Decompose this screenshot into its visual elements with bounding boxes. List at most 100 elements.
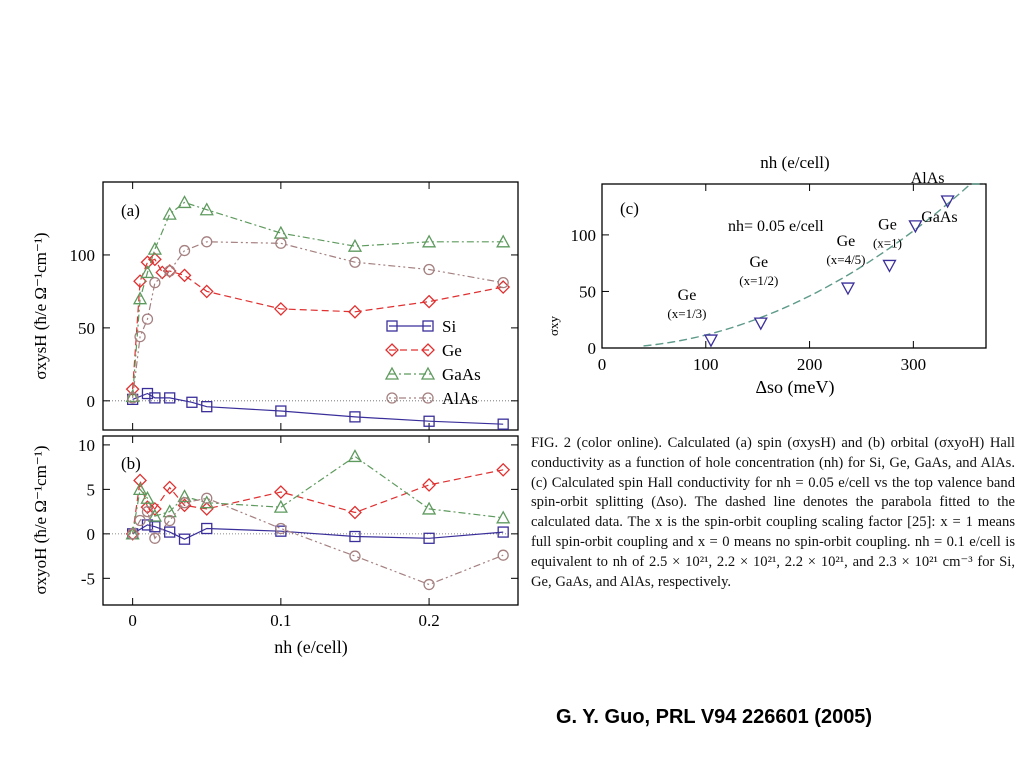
data-point-ge	[348, 304, 362, 319]
series-line-ge	[132, 258, 504, 390]
fitted-parabola	[643, 183, 984, 347]
data-point-ge	[273, 485, 288, 499]
data-point-si	[275, 525, 287, 537]
data-point-si	[349, 411, 361, 423]
legend-label-si: Si	[442, 317, 456, 336]
data-point-alas	[275, 237, 287, 249]
data-point-alas	[423, 263, 435, 276]
data-point-gaas	[177, 489, 192, 503]
panel-c-top-xlabel: nh (e/cell)	[760, 153, 829, 172]
data-point-ge	[147, 252, 162, 267]
data-point-gaas	[199, 202, 214, 216]
panel-a-label: (a)	[121, 201, 140, 220]
series-line-alas	[132, 241, 504, 398]
data-point-alas	[149, 532, 161, 544]
data-point-gaas	[140, 490, 155, 504]
series-line-si	[132, 524, 504, 540]
data-point-alas	[141, 313, 154, 325]
panel-a-legend: Si Ge GaAs AlAs	[384, 317, 481, 408]
data-point-alas	[141, 505, 154, 518]
data-point-alas	[178, 244, 191, 257]
data-point-alas	[134, 514, 146, 527]
series-line-gaas	[132, 455, 504, 534]
y-tick-label: 0	[588, 339, 597, 358]
point-sublabel: (x=1/2)	[739, 273, 778, 288]
point-label: Ge	[837, 233, 856, 250]
data-point-gaas	[132, 291, 148, 305]
data-point-si	[201, 522, 213, 535]
panel-c-ylabel-partial: σxy	[546, 316, 561, 337]
legend-label-gaas: GaAs	[442, 365, 481, 384]
data-point-gaas	[273, 225, 288, 239]
series-line-si	[132, 392, 504, 425]
y-tick-label: 100	[70, 246, 96, 265]
legend-label-alas: AlAs	[442, 389, 478, 408]
panel-b-orbital-hall-plot: (b) σxyoH (ħ/e Ω⁻¹cm⁻¹) nh (e/cell) -5 0 5…	[31, 435, 519, 658]
panel-b-ylabel: σxyoH (ħ/e Ω⁻¹cm⁻¹)	[31, 445, 50, 594]
series-line-alas	[132, 497, 504, 586]
point-label: Ge	[749, 254, 768, 271]
data-point-gaas	[421, 234, 437, 248]
data-point-ge	[703, 334, 719, 348]
data-point-si	[149, 392, 161, 404]
point-sublabel: (x=4/5)	[826, 252, 865, 267]
data-point-gaas	[347, 449, 363, 463]
y-tick-label: 10	[78, 436, 95, 455]
legend-marker-alas	[422, 392, 434, 404]
point-sublabel: (x=1/3)	[667, 306, 706, 321]
point-label: Ge	[878, 216, 897, 233]
panel-a-spin-hall-plot: (a) σxysH (ħ/e Ω⁻¹cm⁻¹) Si Ge GaAs AlAs 0 50…	[31, 181, 519, 431]
data-point-alas	[164, 514, 176, 527]
data-point-gaas	[347, 238, 363, 252]
data-point-gaas	[177, 195, 192, 209]
legend-marker-gaas	[384, 366, 400, 380]
point-label: AlAs	[911, 170, 945, 187]
data-point-si	[349, 530, 361, 543]
data-point-gaas	[908, 220, 923, 234]
legend-marker-ge	[421, 343, 435, 357]
panel-b-label: (b)	[121, 454, 141, 473]
data-point-gaas	[140, 265, 155, 279]
data-point-ge	[753, 317, 768, 331]
data-point-gaas	[125, 389, 140, 403]
panel-b-xlabel: nh (e/cell)	[274, 637, 347, 658]
data-point-ge	[840, 282, 856, 296]
data-point-gaas	[162, 206, 177, 220]
x-tick-label: 200	[797, 355, 823, 374]
y-tick-label: 50	[78, 319, 95, 338]
data-point-ge	[199, 502, 214, 516]
data-point-alas	[201, 236, 213, 248]
x-tick-label: 0	[128, 611, 137, 630]
data-point-gaas	[147, 241, 162, 255]
point-sublabel: (x=1)	[873, 235, 902, 250]
x-tick-label: 0.1	[270, 611, 291, 630]
data-point-alas	[178, 497, 191, 509]
panel-c-annotation: nh= 0.05 e/cell	[728, 218, 824, 235]
series-line-gaas	[132, 201, 504, 397]
data-point-gaas	[132, 482, 148, 496]
panel-c-spin-hall-vs-splitting: (c) nh (e/cell) Δso (meV) σxy nh= 0.05 e…	[546, 153, 987, 398]
x-tick-label: 100	[693, 355, 719, 374]
data-point-ge	[155, 265, 170, 280]
data-point-ge	[162, 480, 177, 495]
data-point-alas	[164, 265, 176, 277]
legend-marker-si	[422, 320, 434, 332]
data-point-si	[497, 526, 509, 538]
data-point-alas	[126, 392, 139, 404]
data-point-ge	[422, 294, 436, 309]
panel-c-label: (c)	[620, 199, 639, 218]
data-point-ge	[140, 500, 155, 515]
data-point-alas	[149, 277, 161, 289]
y-tick-label: 50	[579, 282, 596, 301]
data-point-gaas	[421, 501, 437, 515]
data-point-alas	[126, 528, 139, 540]
data-point-ge	[348, 505, 362, 520]
data-point-alas	[497, 277, 509, 289]
legend-label-ge: Ge	[442, 341, 462, 360]
x-tick-label: 0.2	[418, 611, 439, 630]
data-point-ge	[177, 268, 192, 283]
data-point-alas	[134, 330, 146, 343]
y-tick-label: 5	[87, 480, 96, 499]
panel-c-frame	[601, 183, 987, 349]
